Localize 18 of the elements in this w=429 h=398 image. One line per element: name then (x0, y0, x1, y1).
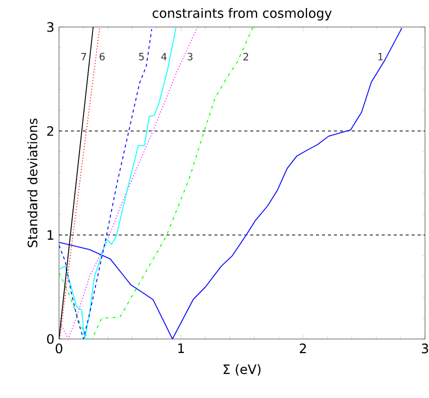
x-tick-label: 0 (56, 344, 62, 354)
x-tick-label: 2 (300, 344, 306, 354)
y-tick-label: 0 (47, 334, 54, 344)
series-label: 2 (243, 52, 248, 60)
chart-title: constraints from cosmology (152, 8, 332, 20)
y-axis-title: Standard deviations (27, 118, 38, 248)
series-label: 1 (378, 53, 383, 60)
series-label: 4 (161, 53, 167, 60)
series-label: 7 (81, 53, 86, 60)
series-label: 3 (188, 52, 192, 60)
y-tick-label: 1 (48, 230, 54, 240)
series-label: 6 (100, 52, 105, 60)
y-tick-label: 3 (47, 22, 54, 32)
x-tick-label: 3 (422, 344, 428, 354)
series-label: 5 (139, 52, 144, 60)
x-axis-title: Σ (eV) (224, 364, 260, 376)
y-tick-label: 2 (47, 126, 54, 136)
x-tick-label: 1 (178, 344, 184, 353)
